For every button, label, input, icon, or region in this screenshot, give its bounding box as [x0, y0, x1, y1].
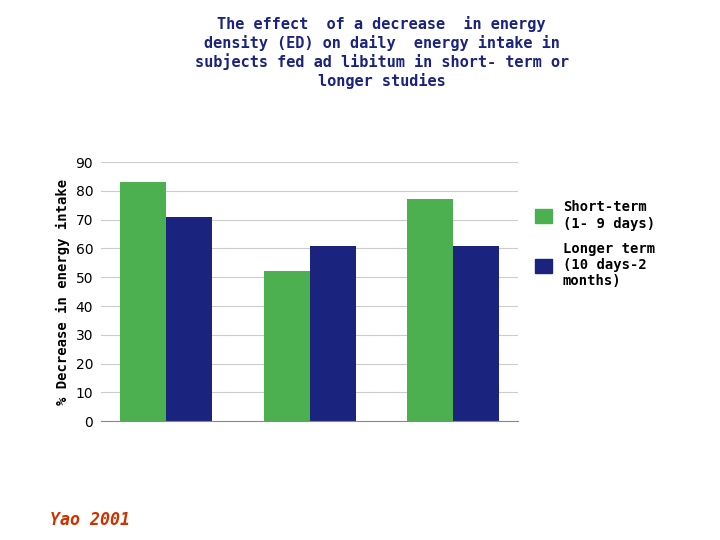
Text: Yao 2001: Yao 2001 [50, 511, 130, 529]
Bar [264, 272, 310, 421]
Y-axis label: % Decrease in energy intake: % Decrease in energy intake [56, 179, 70, 404]
Bar [408, 199, 454, 421]
Legend: Short-term
(1- 9 days), Longer term
(10 days-2
months): Short-term (1- 9 days), Longer term (10 … [529, 195, 660, 294]
Bar [166, 217, 212, 421]
Bar [310, 246, 356, 421]
Text: The effect  of a decrease  in energy
density (ED) on daily  energy intake in
sub: The effect of a decrease in energy densi… [194, 16, 569, 89]
Bar [120, 182, 166, 421]
Bar [454, 246, 500, 421]
